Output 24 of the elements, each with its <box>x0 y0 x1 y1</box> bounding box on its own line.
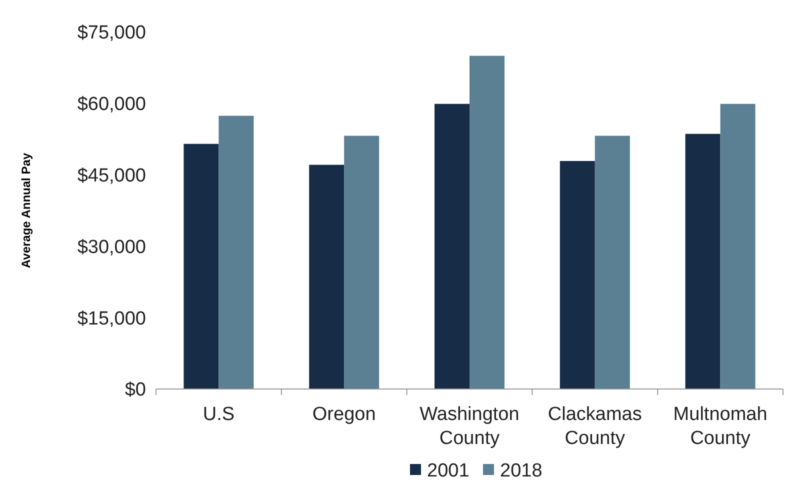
bar <box>184 144 219 389</box>
y-axis-title: Average Annual Pay <box>19 152 33 268</box>
bar <box>594 136 630 389</box>
x-tick-label: Washington County <box>420 404 520 449</box>
y-tick-label: $60,000 <box>77 94 146 116</box>
y-tick-label: $45,000 <box>77 165 146 186</box>
y-tick-label: $75,000 <box>77 22 146 44</box>
y-tick-label: $0 <box>124 380 146 401</box>
bar <box>218 116 254 389</box>
x-tick-label: Clackamas County <box>548 404 642 449</box>
bar <box>560 160 595 389</box>
x-tick-label: Multnomah County <box>673 404 768 449</box>
bar <box>470 56 504 389</box>
legend-label: 2018 <box>500 460 542 482</box>
bar <box>344 136 380 389</box>
y-tick-label: $30,000 <box>77 236 146 258</box>
x-tick-label: U.S <box>202 404 235 425</box>
y-tick-label: $15,000 <box>77 308 146 330</box>
bar <box>434 104 470 389</box>
bar <box>720 104 756 389</box>
bar <box>309 164 344 389</box>
bar <box>685 134 720 389</box>
x-tick-label: Oregon <box>312 404 376 425</box>
legend-label: 2001 <box>427 460 470 482</box>
